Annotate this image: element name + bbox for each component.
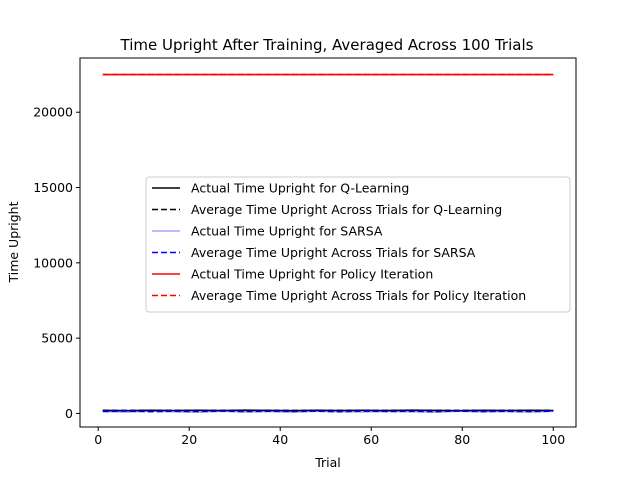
x-tick-label: 40 [272, 432, 288, 447]
x-tick-label: 20 [181, 432, 197, 447]
y-tick-label: 5000 [41, 331, 73, 346]
x-tick-label: 100 [541, 432, 565, 447]
legend-label-5: Actual Time Upright for Policy Iteration [191, 267, 433, 282]
x-tick-label: 80 [454, 432, 470, 447]
legend-label-1: Actual Time Upright for Q-Learning [191, 181, 409, 196]
plot-frame [79, 57, 577, 428]
y-tick-label: 20000 [33, 105, 73, 120]
x-axis-label: Trial [314, 455, 341, 470]
legend-label-2: Average Time Upright Across Trials for Q… [191, 202, 502, 217]
legend: Actual Time Upright for Q-Learning Averag… [145, 176, 571, 313]
series-layer [102, 73, 554, 414]
chart-title: Time Upright After Training, Averaged Ac… [120, 36, 534, 54]
y-tick-label: 0 [65, 406, 73, 421]
legend-label-3: Actual Time Upright for SARSA [191, 224, 383, 239]
legend-label-4: Average Time Upright Across Trials for S… [191, 245, 476, 260]
series-line-4 [102, 410, 554, 413]
x-tick-label: 0 [94, 432, 102, 447]
x-axis: 0 20 40 60 80 100 [94, 427, 565, 447]
legend-box [145, 176, 571, 313]
y-axis-label: Time Upright [6, 201, 21, 283]
y-tick-label: 10000 [33, 255, 73, 270]
x-tick-label: 60 [363, 432, 379, 447]
legend-label-6: Average Time Upright Across Trials for P… [191, 288, 526, 303]
y-axis: 0 5000 10000 15000 20000 [33, 105, 80, 421]
y-tick-label: 15000 [33, 180, 73, 195]
